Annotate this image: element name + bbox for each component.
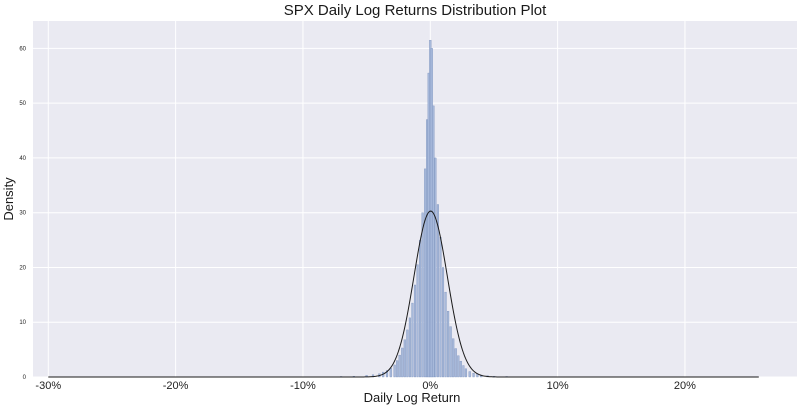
histogram-bar xyxy=(472,373,475,378)
x-tick-label: 20% xyxy=(674,380,696,392)
x-tick-labels: -30% -20% -10% 0% 10% 20% xyxy=(35,380,696,392)
y-tick-label: 50 xyxy=(19,101,26,107)
histogram-bar xyxy=(468,371,471,378)
x-axis-label: Daily Log Return xyxy=(364,390,461,405)
y-tick-label: 20 xyxy=(19,265,26,271)
y-tick-label: 60 xyxy=(19,46,26,52)
y-tick-label: 40 xyxy=(19,156,26,162)
x-tick-label: -10% xyxy=(290,380,316,392)
histogram-bar xyxy=(398,354,401,378)
histogram-bar xyxy=(439,237,442,378)
normal-fit-curve xyxy=(48,210,759,378)
histogram-bar xyxy=(459,360,462,378)
x-tick-label: -30% xyxy=(35,380,61,392)
histogram-bar xyxy=(385,370,389,378)
y-tick-labels: 0 10 20 30 40 50 60 xyxy=(19,46,26,381)
histogram-bar xyxy=(389,368,392,378)
histogram-bar xyxy=(464,368,467,378)
histogram-bar xyxy=(457,355,460,378)
histogram-bar xyxy=(432,105,435,378)
histogram-bar xyxy=(408,317,411,378)
x-tick-label: 10% xyxy=(547,380,569,392)
histogram-bar xyxy=(396,360,399,378)
y-tick-label: 30 xyxy=(19,211,26,217)
histogram-bar xyxy=(403,339,406,378)
histogram-bar xyxy=(436,204,439,378)
chart-title: SPX Daily Log Returns Distribution Plot xyxy=(284,2,547,19)
histogram-bar xyxy=(452,338,455,378)
histogram-bar xyxy=(441,267,445,378)
histogram-bar xyxy=(413,284,417,378)
histogram-bar xyxy=(421,212,424,378)
histogram-bar xyxy=(462,365,465,378)
histogram-bar xyxy=(419,239,422,378)
histogram-bar xyxy=(434,157,437,378)
x-tick-label: 0% xyxy=(422,380,438,392)
y-tick-label: 10 xyxy=(19,320,26,326)
y-tick-label: 0 xyxy=(23,375,27,381)
histogram-bar xyxy=(424,168,427,378)
histogram-bar xyxy=(406,329,409,378)
histogram-bar xyxy=(393,364,396,378)
y-axis-label: Density xyxy=(1,177,16,221)
histogram-bar xyxy=(449,326,452,378)
histogram-bar xyxy=(416,264,419,378)
histogram-bar xyxy=(454,348,457,378)
x-tick-label: -20% xyxy=(163,380,189,392)
histogram-bar xyxy=(447,311,450,378)
histogram-bar xyxy=(476,374,479,378)
histogram-bar xyxy=(444,291,447,378)
histogram-bar xyxy=(401,347,404,378)
histogram-bar xyxy=(411,302,414,378)
